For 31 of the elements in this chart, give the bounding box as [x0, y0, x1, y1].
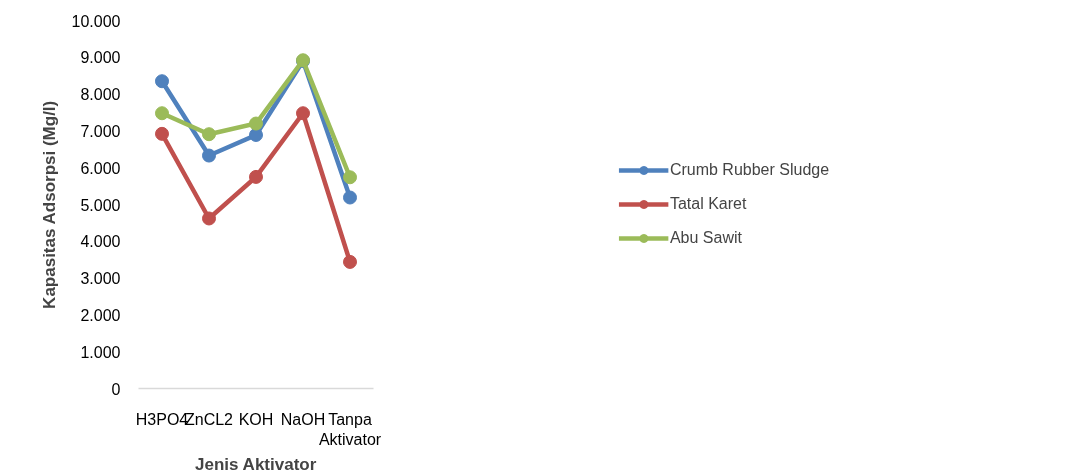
- point: [155, 74, 169, 89]
- y-tick-label: 2.000: [80, 306, 121, 324]
- legend-label: Abu Sawit: [669, 229, 742, 247]
- y-tick-label: 3.000: [80, 270, 121, 288]
- point: [343, 190, 357, 205]
- y-tick-label: 8.000: [80, 86, 121, 104]
- point: [155, 126, 169, 141]
- x-tick-label: NaOH: [280, 410, 326, 428]
- point: [343, 170, 357, 185]
- point: [296, 106, 310, 121]
- x-axis-title: Jenis Aktivator: [195, 454, 317, 474]
- point: [202, 148, 216, 163]
- point: [155, 106, 169, 121]
- point: [249, 169, 263, 184]
- legend-label: Tatal Karet: [669, 195, 747, 213]
- point: [202, 127, 216, 142]
- y-tick-label: 9.000: [80, 49, 121, 67]
- y-axis-title: Kapasitas Adsorpsi (Mg/l): [39, 100, 59, 309]
- y-tick-label: 5.000: [80, 196, 121, 214]
- x-tick-label: KOH: [238, 410, 274, 428]
- y-tick-label: 6.000: [80, 159, 121, 177]
- point: [343, 254, 357, 269]
- y-tick-label: 0: [111, 380, 121, 398]
- point: [202, 211, 216, 226]
- point: [249, 116, 263, 131]
- y-tick-label: 10.000: [71, 12, 121, 30]
- y-tick-label: 1.000: [80, 343, 121, 361]
- x-tick-label: H3PO4: [135, 410, 189, 428]
- y-tick-label: 7.000: [80, 122, 121, 140]
- legend-label: Crumb Rubber Sludge: [669, 161, 830, 179]
- y-tick-label: 4.000: [80, 233, 121, 251]
